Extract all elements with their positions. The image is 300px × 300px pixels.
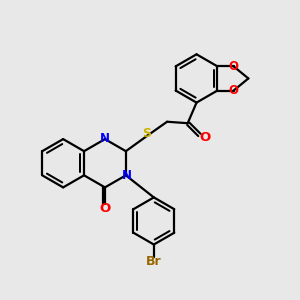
Text: Br: Br [146, 255, 162, 268]
Text: N: N [122, 169, 131, 182]
Text: O: O [229, 60, 238, 73]
Text: S: S [142, 127, 152, 140]
Text: N: N [100, 132, 110, 145]
Text: O: O [99, 202, 111, 215]
Text: O: O [200, 130, 211, 143]
Text: O: O [229, 84, 238, 97]
